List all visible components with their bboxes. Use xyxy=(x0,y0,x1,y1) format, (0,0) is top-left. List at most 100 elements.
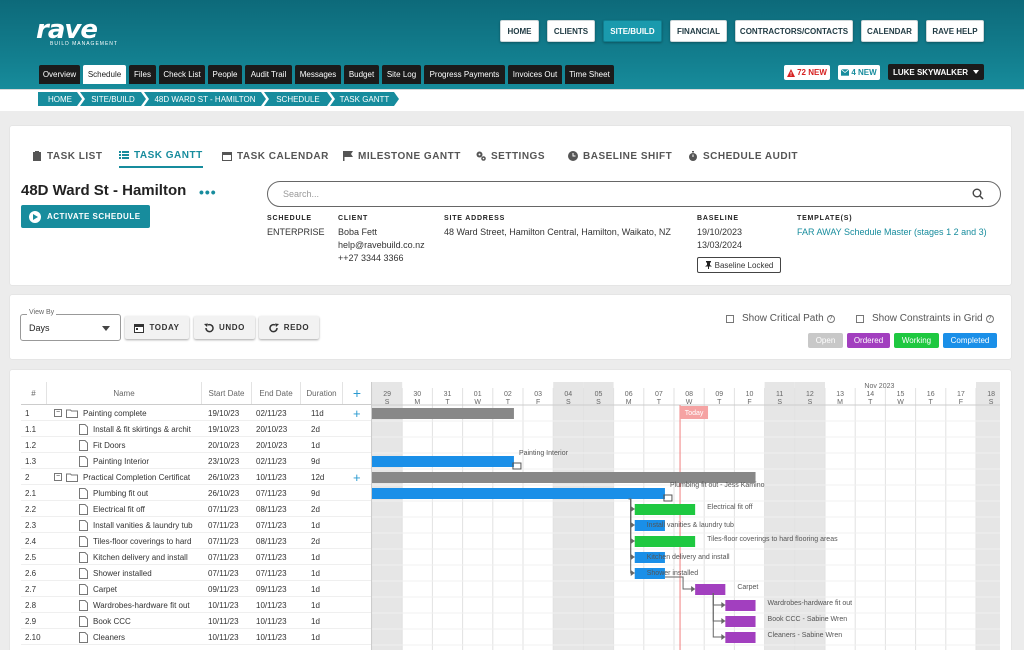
more-options-icon[interactable]: ••• xyxy=(199,184,217,200)
table-row[interactable]: 2.7 Carpet 09/11/23 09/11/23 1d xyxy=(21,581,372,597)
project-panel xyxy=(10,126,1011,285)
add-subtask-icon[interactable]: + xyxy=(353,406,361,421)
nav-calendar[interactable]: CALENDAR xyxy=(861,20,918,42)
crumb-project[interactable]: 48D WARD ST - HAMILTON xyxy=(144,92,266,106)
redo-button[interactable]: REDO xyxy=(259,316,319,339)
nav-clients[interactable]: CLIENTS xyxy=(547,20,595,42)
subtab-check-list[interactable]: Check List xyxy=(159,65,205,84)
subtab-messages[interactable]: Messages xyxy=(295,65,341,84)
col-name-header[interactable]: Name xyxy=(47,382,202,404)
crumb-home[interactable]: HOME xyxy=(38,92,82,106)
table-row[interactable]: 1 − Painting complete 19/10/23 02/11/23 11d + xyxy=(21,405,372,421)
day-number-label: 30 xyxy=(413,391,421,398)
working-task-bar[interactable] xyxy=(634,504,696,515)
user-menu[interactable]: LUKE SKYWALKER xyxy=(888,64,984,80)
task-end: 20/10/23 xyxy=(256,441,288,450)
col-duration-header[interactable]: Duration xyxy=(301,382,343,404)
subtab-time-sheet[interactable]: Time Sheet xyxy=(565,65,614,84)
summary-task-bar[interactable] xyxy=(372,408,514,419)
summary-task-bar[interactable] xyxy=(372,472,756,483)
weekday-label: T xyxy=(868,399,873,406)
completed-task-bar[interactable] xyxy=(634,520,665,531)
view-by-select[interactable]: View By Days xyxy=(20,309,121,341)
task-number: 2.1 xyxy=(25,489,37,498)
template-link[interactable]: FAR AWAY Schedule Master (stages 1 2 and… xyxy=(797,227,987,237)
nav-financial[interactable]: FINANCIAL xyxy=(670,20,727,42)
add-subtask-icon[interactable]: + xyxy=(353,470,361,485)
tab-task-calendar[interactable]: TASK CALENDAR xyxy=(222,144,329,168)
tab-task-list[interactable]: TASK LIST xyxy=(32,144,102,168)
tab-settings[interactable]: SETTINGS xyxy=(476,144,545,168)
messages-badge[interactable]: 4 NEW xyxy=(838,65,880,80)
table-row[interactable]: 1.2 Fit Doors 20/10/23 20/10/23 1d xyxy=(21,437,372,453)
working-task-bar[interactable] xyxy=(634,536,696,547)
activate-schedule-button[interactable]: ACTIVATE SCHEDULE xyxy=(21,205,150,228)
today-button[interactable]: TODAY xyxy=(125,316,189,339)
table-row[interactable]: 2.3 Install vanities & laundry tub 07/11/2… xyxy=(21,517,372,533)
rave-logo[interactable]: rave BUILD MANAGEMENT xyxy=(36,17,136,47)
nav-site-build[interactable]: SITE/BUILD xyxy=(603,20,662,42)
constraints-toggle[interactable]: Show Constraints in Grid ? xyxy=(856,313,994,324)
table-row[interactable]: 2.5 Kitchen delivery and install 07/11/23 0… xyxy=(21,549,372,565)
completed-task-bar[interactable] xyxy=(372,456,514,467)
collapse-toggle-icon[interactable]: − xyxy=(54,409,62,417)
tab-schedule-audit[interactable]: SCHEDULE AUDIT xyxy=(688,144,798,168)
nav-contractors[interactable]: CONTRACTORS/CONTACTS xyxy=(735,20,853,42)
tab-task-gantt[interactable]: TASK GANTT xyxy=(119,144,203,168)
nav-rave-help[interactable]: RAVE HELP xyxy=(926,20,984,42)
search-input[interactable]: Search... xyxy=(267,181,1001,207)
table-row[interactable]: 1.3 Painting Interior 23/10/23 02/11/23 9d xyxy=(21,453,372,469)
task-duration: 1d xyxy=(311,441,320,450)
ordered-task-bar[interactable] xyxy=(725,632,756,643)
add-task-icon[interactable]: + xyxy=(343,382,372,404)
ordered-task-bar[interactable] xyxy=(725,616,756,627)
completed-task-bar[interactable] xyxy=(372,488,665,499)
task-start: 07/11/23 xyxy=(208,537,239,546)
col-end-header[interactable]: End Date xyxy=(252,382,301,404)
help-icon[interactable]: ? xyxy=(826,314,835,323)
nav-home[interactable]: HOME xyxy=(500,20,539,42)
subtab-invoices-out[interactable]: Invoices Out xyxy=(508,65,562,84)
table-row[interactable]: 1.1 Install & fit skirtings & archit 19/10… xyxy=(21,421,372,437)
subtab-schedule[interactable]: Schedule xyxy=(83,65,126,84)
crumb-schedule[interactable]: SCHEDULE xyxy=(264,92,332,106)
subtab-budget[interactable]: Budget xyxy=(344,65,379,84)
search-icon[interactable] xyxy=(972,188,984,200)
help-icon[interactable]: ? xyxy=(985,314,994,323)
table-row[interactable]: 2.2 Electrical fit off 07/11/23 08/11/23 2d xyxy=(21,501,372,517)
completed-task-bar[interactable] xyxy=(634,568,665,579)
subtab-site-log[interactable]: Site Log xyxy=(382,65,421,84)
table-row[interactable]: 2.9 Book CCC 10/11/23 10/11/23 1d xyxy=(21,613,372,629)
crumb-site-build[interactable]: SITE/BUILD xyxy=(80,92,146,106)
subtab-files[interactable]: Files xyxy=(129,65,156,84)
subtab-audit-trail[interactable]: Audit Trail xyxy=(245,65,292,84)
constraints-checkbox[interactable] xyxy=(856,314,864,323)
critical-path-toggle[interactable]: Show Critical Path ? xyxy=(726,313,835,324)
table-row[interactable]: 2 − Practical Completion Certificat 26/10/2… xyxy=(21,469,372,485)
table-row[interactable]: 2.8 Wardrobes-hardware fit out 10/11/23 10/… xyxy=(21,597,372,613)
completed-task-bar[interactable] xyxy=(634,552,665,563)
legend-ordered: Ordered xyxy=(847,333,890,348)
ordered-task-bar[interactable] xyxy=(695,584,726,595)
col-number-header[interactable]: # xyxy=(21,382,47,404)
tab-baseline-shift[interactable]: BASELINE SHIFT xyxy=(568,144,672,168)
table-row[interactable]: 2.10 Cleaners 10/11/23 10/11/23 1d xyxy=(21,629,372,645)
alerts-badge[interactable]: 72 NEW xyxy=(784,65,830,80)
critical-path-checkbox[interactable] xyxy=(726,314,734,323)
undo-icon xyxy=(204,323,214,332)
undo-button[interactable]: UNDO xyxy=(194,316,255,339)
col-start-header[interactable]: Start Date xyxy=(202,382,252,404)
crumb-task-gantt[interactable]: TASK GANTT xyxy=(330,92,399,106)
collapse-toggle-icon[interactable]: − xyxy=(54,473,62,481)
file-icon xyxy=(79,424,88,437)
table-row[interactable]: 2.6 Shower installed 07/11/23 07/11/23 1d xyxy=(21,565,372,581)
table-row[interactable]: 2.1 Plumbing fit out 26/10/23 07/11/23 9d xyxy=(21,485,372,501)
tab-milestone-gantt[interactable]: MILESTONE GANTT xyxy=(343,144,461,168)
baseline-label: BASELINE xyxy=(697,215,739,222)
ordered-task-bar[interactable] xyxy=(725,600,756,611)
table-row[interactable]: 2.4 Tiles-floor coverings to hard 07/11/23… xyxy=(21,533,372,549)
subtab-progress-payments[interactable]: Progress Payments xyxy=(424,65,505,84)
task-bar-label: Install vanities & laundry tub xyxy=(647,522,734,529)
subtab-overview[interactable]: Overview xyxy=(39,65,80,84)
subtab-people[interactable]: People xyxy=(208,65,242,84)
